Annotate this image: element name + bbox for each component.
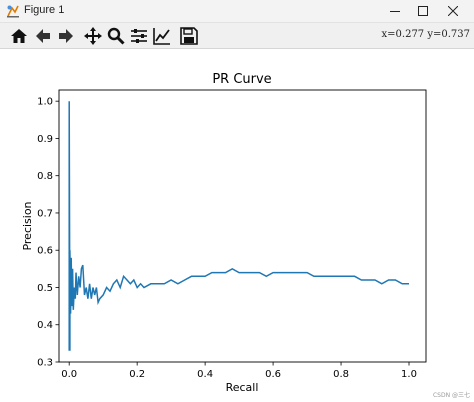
configure-subplots-icon bbox=[131, 29, 147, 43]
configure-subplots-button[interactable] bbox=[128, 25, 150, 47]
forward-button[interactable] bbox=[55, 25, 77, 47]
back-button[interactable] bbox=[32, 25, 54, 47]
cursor-coordinates: x=0.277 y=0.737 bbox=[381, 29, 470, 40]
x-tick-label: 1.0 bbox=[401, 369, 417, 380]
edit-axis-icon bbox=[153, 28, 170, 45]
zoom-icon bbox=[107, 27, 125, 45]
y-axis: 0.3 0.4 0.5 0.6 0.7 0.8 0.9 1.0 bbox=[37, 97, 59, 369]
x-tick-label: 0.6 bbox=[265, 369, 281, 380]
maximize-icon bbox=[418, 6, 428, 16]
window-titlebar[interactable]: Figure 1 bbox=[0, 0, 474, 23]
figure-app-icon bbox=[7, 5, 19, 18]
y-tick-label: 0.9 bbox=[37, 134, 53, 145]
x-tick-label: 0.0 bbox=[61, 369, 77, 380]
minimize-icon bbox=[390, 11, 400, 12]
y-tick-label: 0.3 bbox=[37, 358, 53, 369]
y-tick-label: 0.8 bbox=[37, 171, 53, 182]
x-tick-label: 0.8 bbox=[333, 369, 349, 380]
y-tick-label: 0.4 bbox=[37, 320, 53, 331]
y-tick-label: 0.7 bbox=[37, 208, 53, 219]
y-axis-label: Precision bbox=[21, 201, 34, 250]
home-icon bbox=[11, 29, 27, 43]
window-title: Figure 1 bbox=[24, 4, 65, 16]
pr-curve-chart[interactable]: PR Curve 0.0 0.2 0.4 0.6 0.8 1.0 0.3 0.4 0.5 0.6… bbox=[0, 49, 474, 402]
chart-title: PR Curve bbox=[212, 72, 271, 87]
figure-canvas[interactable]: PR Curve 0.0 0.2 0.4 0.6 0.8 1.0 0.3 0.4 0.5 0.6… bbox=[0, 49, 474, 402]
edit-axis-button[interactable] bbox=[151, 25, 173, 47]
close-icon bbox=[448, 6, 458, 16]
maximize-button[interactable] bbox=[408, 0, 438, 22]
pan-button[interactable] bbox=[82, 25, 104, 47]
close-button[interactable] bbox=[438, 0, 468, 22]
save-button[interactable] bbox=[178, 25, 200, 47]
navigation-toolbar: x=0.277 y=0.737 bbox=[0, 23, 474, 49]
save-icon bbox=[180, 27, 198, 45]
forward-arrow-icon bbox=[59, 29, 73, 43]
watermark: CSDN @三七 bbox=[432, 392, 470, 399]
pan-icon bbox=[84, 27, 102, 45]
home-button[interactable] bbox=[8, 25, 30, 47]
y-tick-label: 0.5 bbox=[37, 283, 53, 294]
y-tick-label: 1.0 bbox=[37, 97, 53, 108]
precision-recall-series-line bbox=[68, 101, 409, 351]
x-axis-label: Recall bbox=[226, 381, 259, 394]
plot-area bbox=[58, 89, 427, 363]
zoom-button[interactable] bbox=[105, 25, 127, 47]
x-tick-label: 0.4 bbox=[197, 369, 213, 380]
minimize-button[interactable] bbox=[380, 0, 410, 22]
x-tick-label: 0.2 bbox=[129, 369, 145, 380]
back-arrow-icon bbox=[36, 29, 50, 43]
x-axis: 0.0 0.2 0.4 0.6 0.8 1.0 bbox=[61, 362, 417, 380]
y-tick-label: 0.6 bbox=[37, 246, 53, 257]
